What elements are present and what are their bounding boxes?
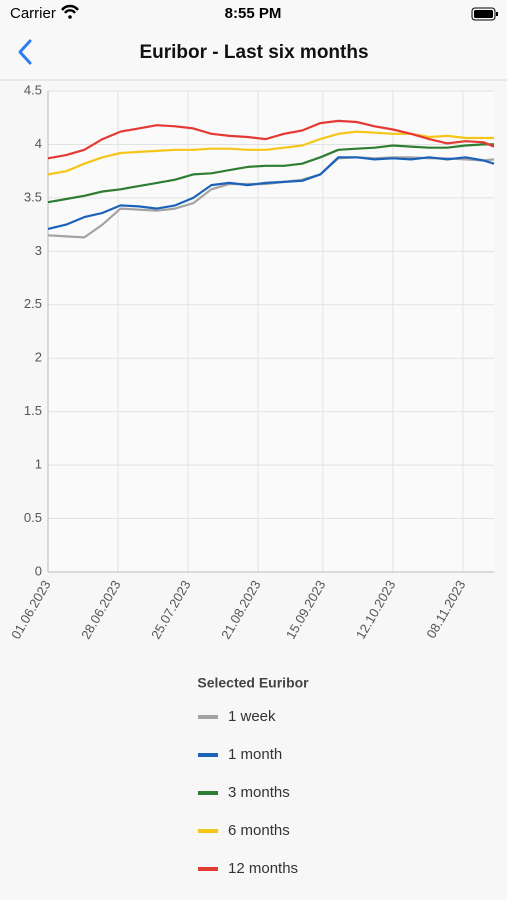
series-line (47, 143, 494, 204)
legend-label: 3 months (228, 784, 290, 801)
battery (471, 7, 496, 21)
y-tick-label: 0 (35, 563, 42, 578)
screen-title: Euribor - Last six months (139, 42, 368, 63)
x-tick-label: 08.11.2023 (423, 578, 468, 641)
wifi-dot (68, 15, 72, 19)
y-tick-label: 3 (35, 243, 42, 258)
legend-label: 6 months (228, 822, 290, 839)
header-bg (0, 0, 507, 80)
legend-label: 12 months (228, 860, 298, 877)
back-button[interactable] (18, 39, 32, 65)
y-tick-label: 0.5 (24, 510, 42, 525)
battery-cap (496, 12, 498, 16)
wifi-icon (61, 4, 79, 14)
y-tick-label: 2.5 (24, 296, 42, 311)
y-tick-label: 4 (35, 136, 42, 151)
chart: 0 0.5 1 1.5 2 2.5 3 3.5 4 4.5 01.06.2023 28.06.2023… (8, 82, 495, 877)
series-line (47, 130, 494, 176)
y-tick-label: 1 (35, 457, 42, 472)
series-line (47, 119, 495, 160)
y-tick-label: 4.5 (24, 82, 42, 97)
x-tick-label: 28.06.2023 (78, 578, 124, 642)
x-tick-label: 01.06.2023 (8, 578, 54, 642)
y-tick-label: 3.5 (24, 189, 42, 204)
clock: 8:55 PM (225, 5, 282, 22)
y-tick-label: 2 (35, 350, 42, 365)
x-tick-label: 25.07.2023 (148, 578, 194, 642)
plot-area (48, 91, 494, 572)
legend-label: 1 week (228, 708, 276, 725)
x-tick-label: 21.08.2023 (218, 578, 264, 642)
legend-title: Selected Euribor (197, 675, 309, 691)
legend-label: 1 month (228, 746, 282, 763)
carrier: Carrier (10, 5, 56, 22)
x-tick-label: 12.10.2023 (353, 578, 399, 642)
series-line (47, 156, 495, 230)
battery-level (474, 10, 493, 18)
y-tick-label: 1.5 (24, 403, 42, 418)
x-tick-label: 15.09.2023 (283, 578, 329, 642)
